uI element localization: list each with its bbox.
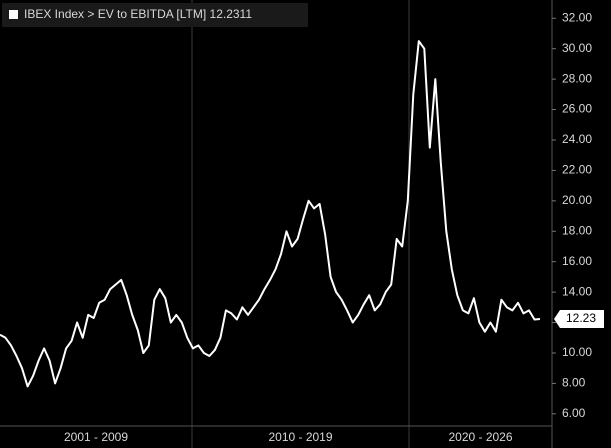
- legend-box: [2, 3, 308, 27]
- y-tick-label: 26.00: [562, 102, 592, 116]
- chart-title: IBEX Index > EV to EBITDA [LTM] 12.2311: [24, 7, 252, 21]
- line: [0, 40, 541, 388]
- x-section-label: 2020 - 2026: [448, 430, 512, 444]
- y-tick-label: 6.00: [562, 406, 586, 420]
- x-section-label: 2010 - 2019: [268, 430, 332, 444]
- y-tick-label: 28.00: [562, 71, 592, 85]
- y-tick-label: 16.00: [562, 254, 592, 268]
- y-tick-label: 32.00: [562, 10, 592, 24]
- last-value-box: [554, 310, 604, 329]
- y-tick-label: 24.00: [562, 132, 592, 146]
- y-tick-label: 10.00: [562, 345, 592, 359]
- y-tick-label: 18.00: [562, 223, 592, 237]
- legend-swatch: [9, 10, 18, 19]
- y-tick-label: 22.00: [562, 163, 592, 177]
- y-tick-label: 20.00: [562, 193, 592, 207]
- y-tick-label: 30.00: [562, 41, 592, 55]
- y-tick-label: 8.00: [562, 376, 586, 390]
- x-section-label: 2001 - 2009: [64, 430, 128, 444]
- y-tick-label: 14.00: [562, 284, 592, 298]
- last-value-label: 12.23: [566, 311, 596, 325]
